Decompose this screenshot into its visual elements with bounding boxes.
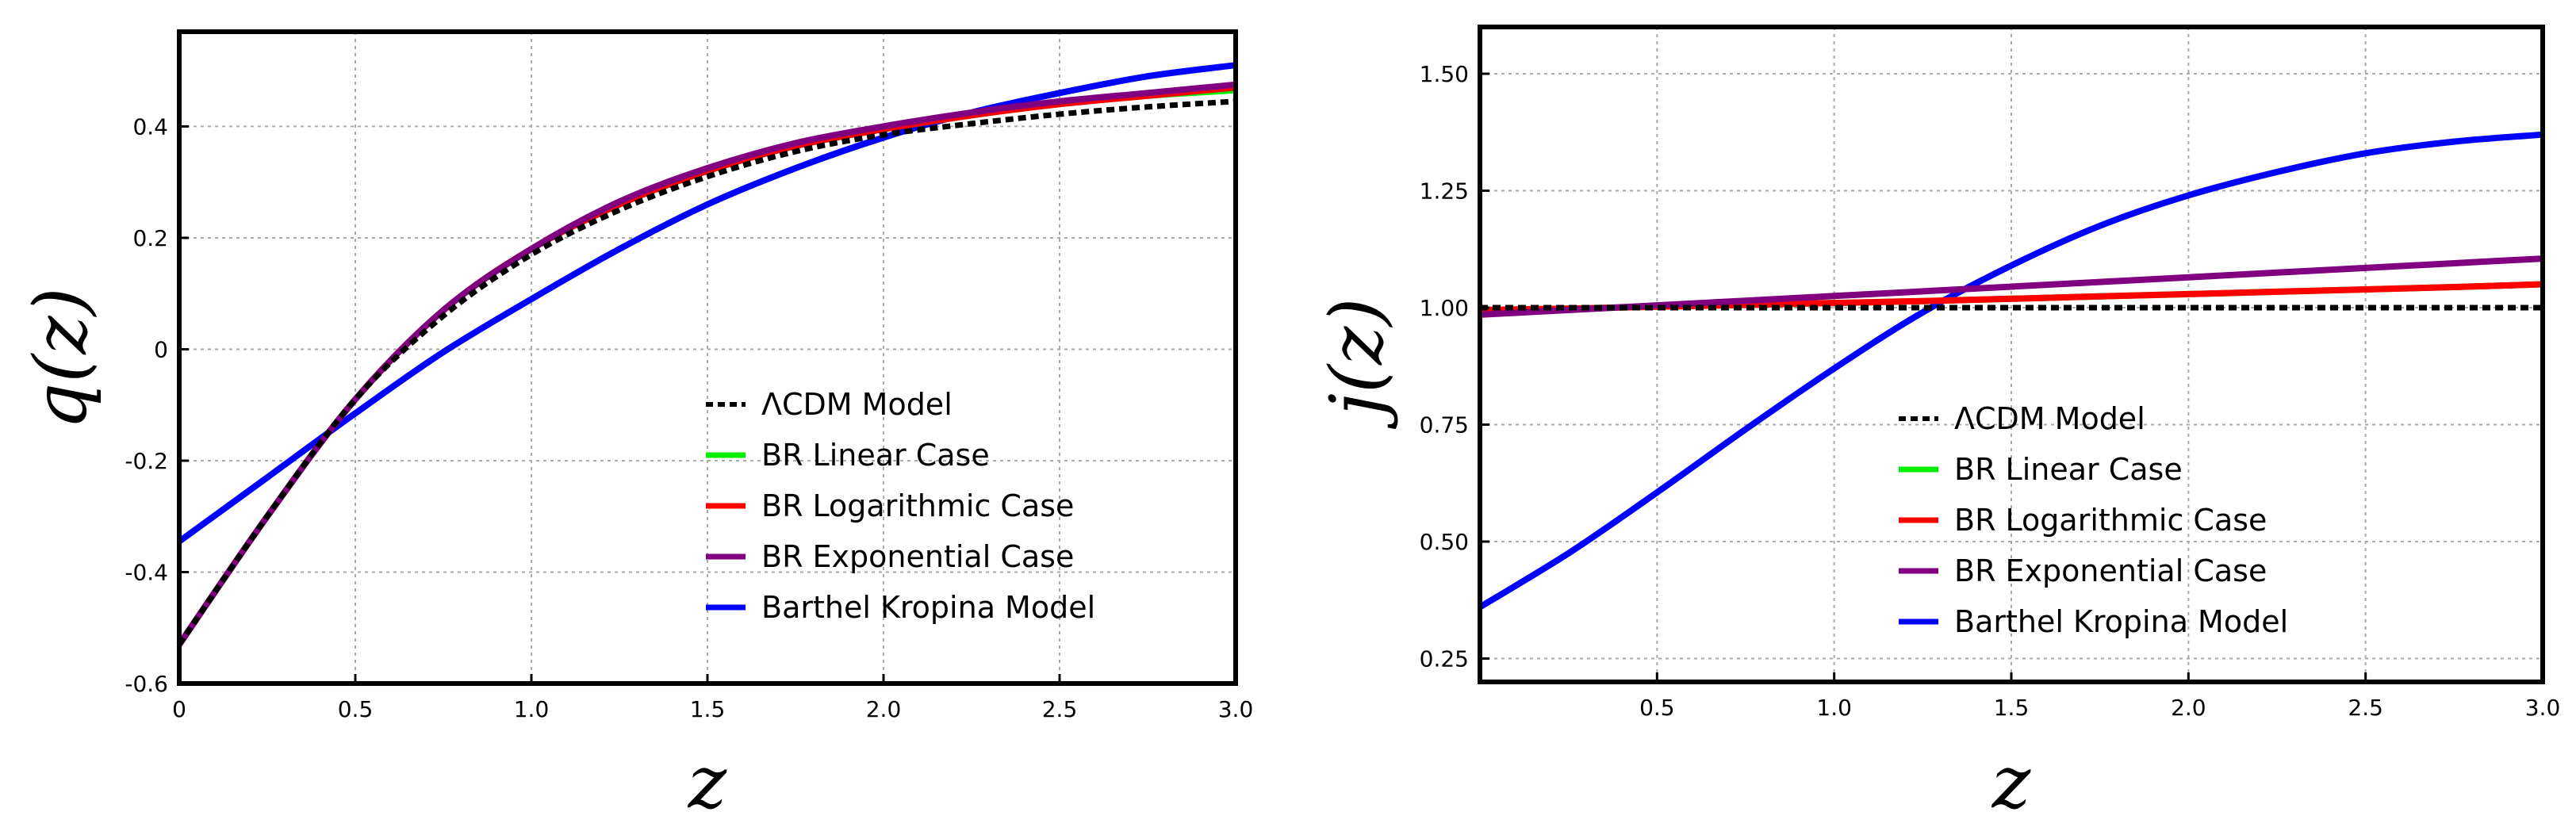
j-y-tick-label: 0.50 [1420,529,1469,555]
j-series-line-4 [1478,131,2543,611]
j-legend-label-1: BR Linear Case [1954,452,2183,487]
j-x-axis-label: z [1991,740,2031,825]
q-legend: ΛCDM Model BR Linear Case BR Logarithmic C… [706,387,1095,625]
q-legend-label-2: BR Logarithmic Case [761,488,1074,523]
j-x-tick-label: 1.5 [1994,695,2030,721]
j-legend-label-4: Barthel Kropina Model [1954,604,2288,639]
j-y-tick-label: 0.75 [1420,412,1469,438]
j-x-tick-label: 0.5 [1639,695,1675,721]
j-y-tick-label: 1.50 [1420,61,1469,87]
j-panel: 0.5 1.0 1.5 2.0 2.5 3.0 0.25 0.50 0.75 1.00 1.25 1.… [1314,25,2561,825]
j-x-tick-label: 1.0 [1816,695,1852,721]
q-legend-label-3: BR Exponential Case [761,539,1074,574]
j-series [1478,131,2543,611]
q-y-tick-label: -0.6 [125,671,168,697]
j-y-axis-label: j(z) [1314,298,1399,430]
q-y-tick-label: 0.4 [132,113,168,140]
q-series-line-0 [177,98,1236,646]
q-y-tick-label: 0.2 [132,225,168,251]
j-y-tick-label: 1.00 [1420,295,1469,321]
j-x-tick-label: 2.5 [2348,695,2383,721]
q-x-tick-label: 2.0 [866,696,902,722]
q-x-tick-label: 3.0 [1218,696,1254,722]
q-x-tick-label: 0.5 [338,696,374,722]
q-panel: 0 0.5 1.0 1.5 2.0 2.5 3.0 -0.6 -0.4 -0.2 0 0.2 0.4 Λ… [18,29,1253,825]
q-y-tick-label: -0.4 [125,559,168,585]
q-series-line-4 [177,62,1236,545]
j-y-tick-label: 0.25 [1420,646,1469,672]
q-ticks: 0 0.5 1.0 1.5 2.0 2.5 3.0 -0.6 -0.4 -0.2 0 0.2 0.4 [125,113,1253,722]
q-y-tick-label: 0 [154,336,168,362]
j-legend: ΛCDM Model BR Linear Case BR Logarithmic C… [1899,401,2288,639]
q-y-axis-label: q(z) [18,287,103,429]
q-legend-label-1: BR Linear Case [761,438,990,473]
q-legend-label-4: Barthel Kropina Model [761,590,1095,625]
j-y-tick-label: 1.25 [1420,178,1469,205]
j-grid [1480,27,2543,682]
q-x-tick-label: 2.5 [1042,696,1078,722]
q-legend-label-0: ΛCDM Model [761,387,953,422]
q-x-tick-label: 1.5 [690,696,726,722]
q-x-tick-label: 1.0 [514,696,550,722]
j-legend-label-2: BR Logarithmic Case [1954,503,2267,538]
q-y-tick-label: -0.2 [125,448,168,474]
j-x-tick-label: 3.0 [2525,695,2561,721]
j-ticks: 0.5 1.0 1.5 2.0 2.5 3.0 0.25 0.50 0.75 1.00 1.25 1.… [1420,61,2561,721]
q-series [176,62,1236,647]
j-x-tick-label: 2.0 [2171,695,2206,721]
q-x-axis-label: z [688,740,727,825]
q-x-tick-label: 0 [172,696,186,722]
j-legend-label-0: ΛCDM Model [1954,401,2145,436]
q-plot-frame [179,32,1236,684]
j-series-line-3 [1479,255,2543,318]
j-legend-label-3: BR Exponential Case [1954,553,2267,588]
